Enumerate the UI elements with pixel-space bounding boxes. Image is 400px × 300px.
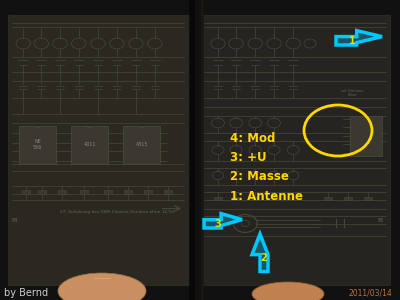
FancyBboxPatch shape xyxy=(144,190,152,194)
FancyBboxPatch shape xyxy=(104,190,112,194)
Text: sol. Honnore
Kilter: sol. Honnore Kilter xyxy=(341,89,363,97)
FancyBboxPatch shape xyxy=(80,190,88,194)
Text: 3: 3 xyxy=(214,219,221,229)
Text: 1: Antenne: 1: Antenne xyxy=(230,190,303,203)
FancyBboxPatch shape xyxy=(270,196,278,200)
Polygon shape xyxy=(204,214,242,228)
FancyBboxPatch shape xyxy=(202,15,390,285)
FancyBboxPatch shape xyxy=(344,196,352,200)
Text: 84: 84 xyxy=(12,218,18,223)
FancyBboxPatch shape xyxy=(38,190,46,194)
Polygon shape xyxy=(336,31,382,45)
Text: 2: Masse: 2: Masse xyxy=(230,170,289,184)
FancyBboxPatch shape xyxy=(232,196,240,200)
Polygon shape xyxy=(252,234,268,272)
FancyBboxPatch shape xyxy=(214,196,222,200)
FancyBboxPatch shape xyxy=(71,126,108,164)
FancyBboxPatch shape xyxy=(58,190,66,194)
FancyBboxPatch shape xyxy=(252,196,259,200)
Text: 3: +U: 3: +U xyxy=(230,151,267,164)
Text: 2: 2 xyxy=(261,254,267,263)
Text: 4: Mod: 4: Mod xyxy=(230,131,275,145)
FancyBboxPatch shape xyxy=(324,196,332,200)
FancyBboxPatch shape xyxy=(19,126,56,164)
FancyBboxPatch shape xyxy=(364,196,372,200)
FancyBboxPatch shape xyxy=(8,15,190,285)
Text: by Bernd: by Bernd xyxy=(4,287,48,298)
Text: 85: 85 xyxy=(378,218,384,223)
FancyBboxPatch shape xyxy=(164,190,172,194)
FancyBboxPatch shape xyxy=(124,190,132,194)
Text: 1: 1 xyxy=(349,36,356,46)
FancyBboxPatch shape xyxy=(123,126,160,164)
Ellipse shape xyxy=(252,282,324,300)
FancyBboxPatch shape xyxy=(22,190,30,194)
FancyBboxPatch shape xyxy=(290,196,297,200)
Text: 4315: 4315 xyxy=(135,142,148,147)
Text: 67: Schaltung des SSM-Contest-Senders ohne 16-Tel: 67: Schaltung des SSM-Contest-Senders oh… xyxy=(60,209,174,214)
Ellipse shape xyxy=(58,273,146,300)
Text: NE
556: NE 556 xyxy=(33,139,42,150)
FancyBboxPatch shape xyxy=(350,116,382,156)
Text: 2011/03/14: 2011/03/14 xyxy=(348,288,392,297)
Text: 4011: 4011 xyxy=(83,142,96,147)
